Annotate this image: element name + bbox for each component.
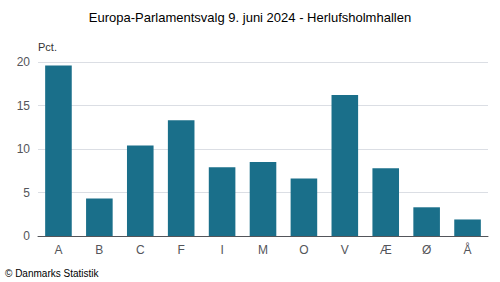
svg-text:C: C xyxy=(136,243,145,257)
svg-text:Å: Å xyxy=(464,242,472,257)
svg-text:Æ: Æ xyxy=(380,243,392,257)
svg-text:© Danmarks Statistik: © Danmarks Statistik xyxy=(5,268,100,279)
svg-text:Europa-Parlamentsvalg 9. juni: Europa-Parlamentsvalg 9. juni 2024 - Her… xyxy=(89,10,411,25)
svg-text:F: F xyxy=(178,243,185,257)
svg-text:V: V xyxy=(341,243,349,257)
svg-text:I: I xyxy=(220,243,223,257)
svg-text:15: 15 xyxy=(17,99,31,113)
svg-text:0: 0 xyxy=(23,229,30,243)
svg-text:M: M xyxy=(258,243,268,257)
svg-text:B: B xyxy=(95,243,103,257)
svg-text:A: A xyxy=(54,243,62,257)
svg-text:10: 10 xyxy=(17,142,31,156)
svg-text:5: 5 xyxy=(23,186,30,200)
svg-text:Ø: Ø xyxy=(422,243,431,257)
svg-text:20: 20 xyxy=(17,55,31,69)
svg-text:Pct.: Pct. xyxy=(38,41,57,53)
svg-text:O: O xyxy=(299,243,308,257)
